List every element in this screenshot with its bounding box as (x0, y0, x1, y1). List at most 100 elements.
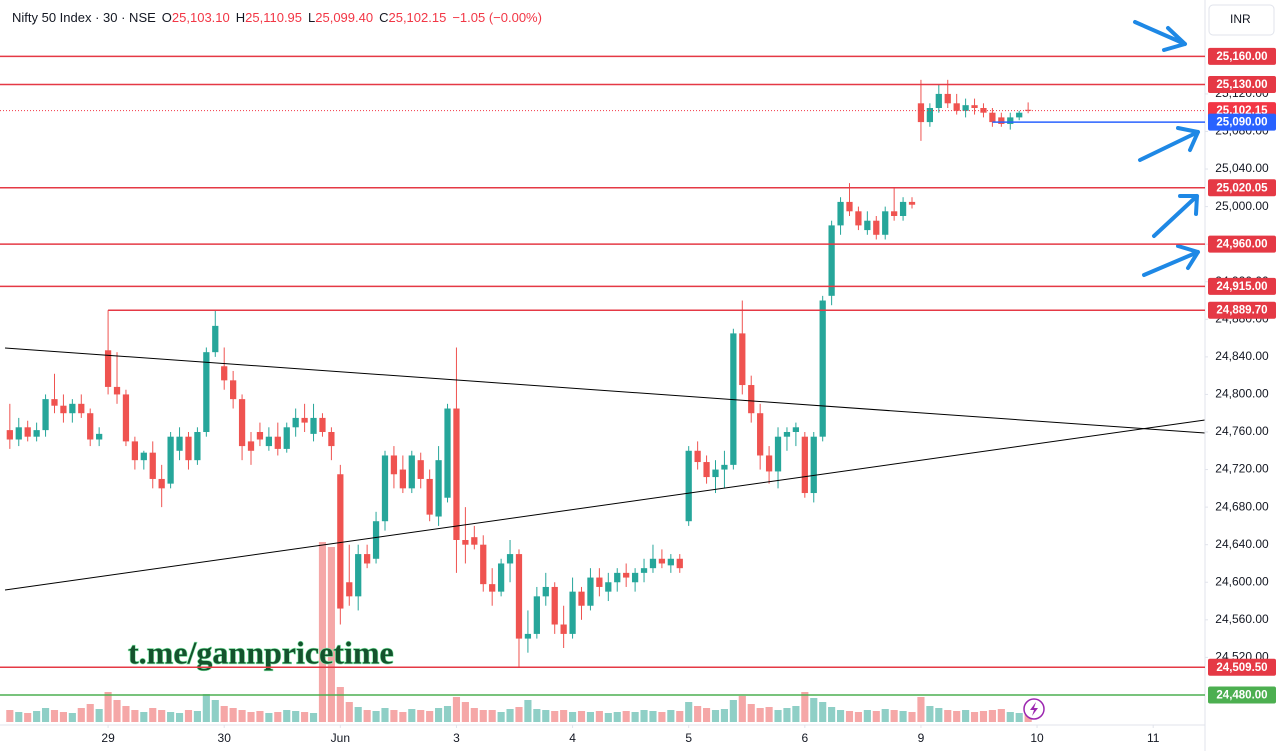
volume-bar (113, 700, 121, 722)
level-label: 24,960.00 (1216, 239, 1267, 251)
candle-body (506, 554, 514, 564)
arrow (1133, 20, 1187, 52)
candle-body (60, 405, 67, 414)
candle-body (587, 577, 594, 606)
volume-bar (256, 711, 264, 722)
candle-body (524, 633, 532, 639)
level-label-box (1208, 47, 1276, 65)
candle-body (810, 436, 817, 494)
candle-body (149, 452, 156, 479)
volume-bar (899, 711, 907, 722)
volume-bar (318, 542, 327, 722)
volume-bar (390, 710, 398, 722)
candle-body (569, 591, 576, 634)
low-label: L (308, 10, 315, 25)
candle-body (935, 93, 942, 108)
candle-body (891, 211, 898, 216)
candle-body (390, 455, 398, 475)
volume-bar (613, 712, 621, 722)
volume-bar (828, 707, 836, 722)
candle-body (131, 441, 139, 461)
candle-body (1016, 112, 1023, 118)
x-tick-label: 11 (1147, 731, 1160, 745)
volume-bar (301, 712, 309, 722)
volume-bar (676, 711, 684, 722)
candle-body (113, 386, 121, 395)
currency-button[interactable] (1208, 4, 1275, 36)
volume-bar (247, 712, 255, 722)
volume-bar (667, 710, 675, 722)
candle-body (167, 436, 174, 484)
candle-body (962, 105, 969, 111)
volume-bar (372, 711, 380, 722)
volume-bar (881, 709, 889, 722)
level-label-box (1208, 658, 1276, 676)
level-label-box (1208, 179, 1276, 197)
volume-bar (167, 712, 175, 722)
volume-bar (738, 696, 746, 722)
candle-body (247, 441, 255, 451)
candle-body (953, 103, 960, 111)
level-label: 24,480.00 (1216, 689, 1267, 701)
candle-body (256, 431, 264, 440)
x-tick-label: 10 (1030, 731, 1044, 745)
volume-bar (68, 713, 76, 722)
x-tick-label: 30 (218, 731, 232, 745)
volume-bar (140, 712, 148, 722)
y-tick-label: 24,600.00 (1215, 574, 1269, 588)
volume-bar (435, 708, 443, 722)
volume-bar (229, 708, 237, 722)
candle-body (140, 452, 147, 461)
candle-body (497, 563, 505, 592)
candle-body (435, 460, 442, 517)
candle-body (667, 558, 674, 566)
volume-bar (283, 710, 291, 722)
candle-body (748, 385, 755, 414)
volume-bar (836, 710, 845, 722)
volume-bar (1006, 712, 1014, 722)
y-tick-label: 24,760.00 (1215, 424, 1269, 438)
currency-label[interactable]: INR (1230, 12, 1251, 26)
volume-bar (381, 708, 389, 722)
volume-bar (819, 702, 827, 722)
arrow (1138, 126, 1200, 162)
volume-bar (685, 702, 693, 722)
change-value: −1.05 (−0.00%) (452, 10, 542, 25)
candle-body (542, 586, 549, 597)
volume-bar (131, 710, 139, 722)
candle-body (828, 225, 835, 296)
volume-bar (1015, 713, 1023, 722)
candle-body (882, 211, 889, 235)
candle-body (78, 403, 85, 414)
candle-body (515, 554, 523, 639)
candle-body (301, 417, 308, 423)
candle-body (578, 591, 585, 606)
volume-bar (962, 710, 970, 722)
volume-bar (872, 711, 880, 722)
volume-bar (443, 706, 452, 722)
volume-bar (309, 713, 318, 722)
volume-bar (640, 710, 648, 722)
volume-bar (220, 706, 228, 722)
volume-bar (33, 711, 41, 722)
volume-bar (184, 710, 193, 722)
volume-bar (944, 710, 952, 722)
level-label-box (1208, 686, 1276, 704)
candle-body (310, 417, 317, 434)
y-tick-label: 24,840.00 (1215, 349, 1269, 363)
volume-bar (122, 706, 130, 722)
candle-body (346, 582, 353, 597)
volume-bar (729, 700, 737, 722)
level-label-box (1208, 235, 1276, 253)
candle-body (837, 201, 844, 226)
watermark: t.me/gannpricetime (128, 634, 394, 670)
y-tick-label: 24,640.00 (1215, 537, 1269, 551)
candle-body (792, 427, 800, 432)
close-value: 25,102.15 (388, 10, 446, 25)
arrows (1133, 20, 1200, 277)
candle-body (355, 554, 362, 597)
volume-bar (720, 709, 729, 722)
volume-bar (953, 711, 961, 722)
candle-body (989, 112, 996, 123)
